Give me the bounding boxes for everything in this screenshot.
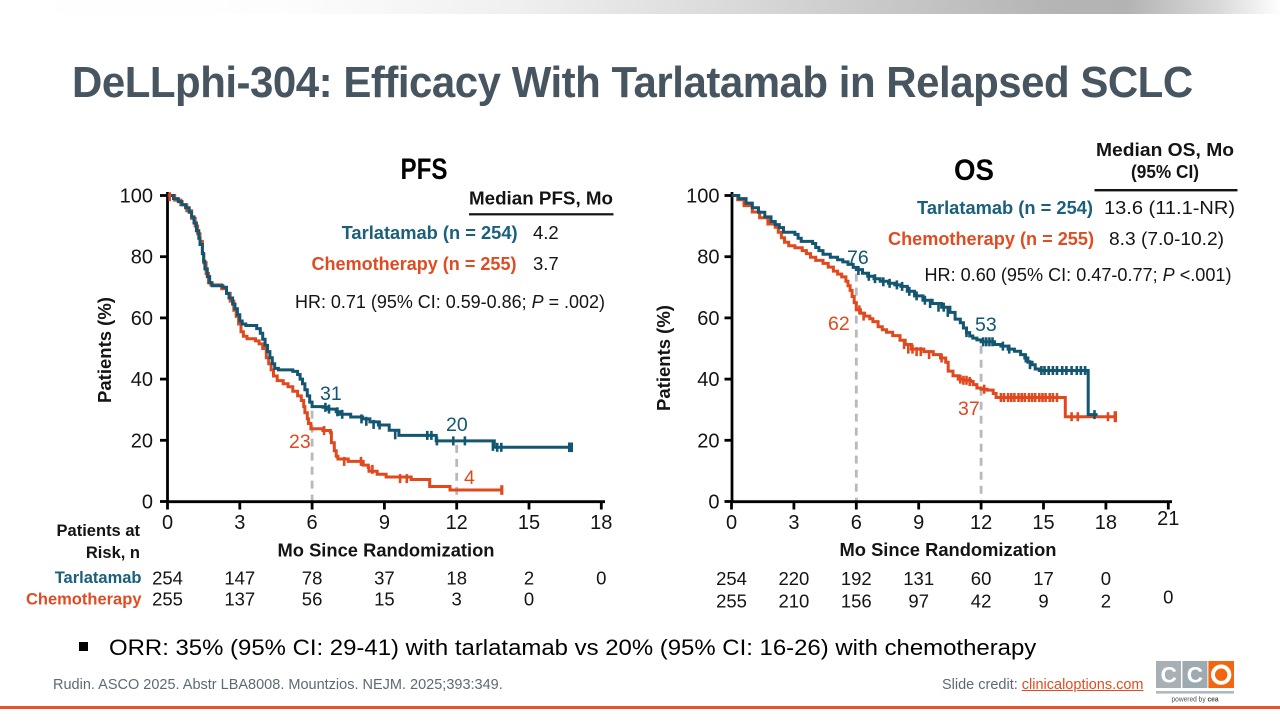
svg-text:18: 18: [446, 568, 467, 589]
svg-text:78: 78: [302, 568, 323, 589]
svg-text:9: 9: [1038, 591, 1048, 612]
svg-text:0: 0: [708, 492, 719, 514]
svg-text:powered by cea: powered by cea: [1172, 695, 1220, 704]
svg-text:60: 60: [697, 308, 719, 330]
svg-text:HR: 0.71 (95% CI: 0.59-0.86; P: HR: 0.71 (95% CI: 0.59-0.86; P = .002): [295, 291, 605, 312]
svg-text:C: C: [1161, 663, 1177, 688]
svg-text:0: 0: [142, 492, 153, 514]
svg-text:40: 40: [697, 369, 719, 391]
svg-text:15: 15: [1032, 512, 1054, 534]
svg-text:2: 2: [1101, 591, 1111, 612]
svg-text:60: 60: [131, 308, 153, 330]
svg-text:9: 9: [913, 512, 924, 534]
svg-text:Median PFS, Mo: Median PFS, Mo: [469, 188, 613, 209]
svg-text:17: 17: [1033, 568, 1054, 589]
svg-text:31: 31: [320, 383, 342, 405]
svg-text:3: 3: [788, 512, 799, 534]
svg-text:0: 0: [596, 568, 606, 589]
svg-text:0: 0: [1163, 587, 1173, 608]
svg-text:220: 220: [778, 568, 809, 589]
svg-text:Tarlatamab (n = 254): Tarlatamab (n = 254): [917, 197, 1093, 218]
svg-text:9: 9: [379, 512, 390, 534]
svg-text:80: 80: [697, 247, 719, 269]
svg-text:Chemotherapy (n = 255): Chemotherapy (n = 255): [312, 253, 517, 274]
svg-text:3: 3: [234, 512, 245, 534]
svg-text:HR: 0.60 (95% CI: 0.47-0.77; P: HR: 0.60 (95% CI: 0.47-0.77; P <.001): [925, 264, 1232, 285]
svg-text:0: 0: [1101, 568, 1111, 589]
svg-text:12: 12: [970, 512, 992, 534]
svg-text:210: 210: [778, 591, 809, 612]
svg-text:18: 18: [1095, 512, 1117, 534]
svg-text:20: 20: [131, 430, 153, 452]
svg-text:255: 255: [716, 591, 747, 612]
svg-text:13.6 (11.1-NR): 13.6 (11.1-NR): [1104, 197, 1235, 218]
svg-text:18: 18: [590, 512, 612, 534]
svg-text:255: 255: [152, 589, 183, 610]
svg-text:Mo Since Randomization: Mo Since Randomization: [840, 539, 1057, 560]
svg-text:20: 20: [697, 430, 719, 452]
svg-text:137: 137: [224, 589, 255, 610]
svg-text:0: 0: [726, 512, 737, 534]
svg-text:Chemotherapy: Chemotherapy: [26, 591, 142, 609]
svg-text:100: 100: [686, 186, 719, 208]
svg-text:Patients at: Patients at: [57, 522, 141, 540]
svg-text:Patients (%): Patients (%): [94, 297, 115, 403]
svg-text:97: 97: [908, 591, 929, 612]
svg-text:4: 4: [464, 467, 475, 489]
svg-text:Risk, n: Risk, n: [86, 544, 140, 562]
svg-text:C: C: [1187, 663, 1203, 688]
svg-text:62: 62: [828, 313, 850, 335]
svg-text:2: 2: [524, 568, 534, 589]
svg-text:Patients (%): Patients (%): [653, 305, 674, 411]
svg-text:56: 56: [302, 589, 323, 610]
svg-text:192: 192: [841, 568, 872, 589]
svg-text:60: 60: [971, 568, 992, 589]
svg-text:PFS: PFS: [401, 153, 448, 186]
svg-text:8.3 (7.0-10.2): 8.3 (7.0-10.2): [1109, 228, 1224, 249]
svg-text:147: 147: [224, 568, 255, 589]
svg-text:21: 21: [1157, 508, 1179, 530]
svg-text:20: 20: [446, 414, 468, 436]
svg-text:3: 3: [452, 589, 462, 610]
svg-text:131: 131: [903, 568, 934, 589]
svg-text:80: 80: [131, 247, 153, 269]
svg-text:Chemotherapy (n = 255): Chemotherapy (n = 255): [888, 228, 1094, 249]
svg-text:254: 254: [152, 568, 183, 589]
svg-text:6: 6: [307, 512, 318, 534]
svg-text:OS: OS: [954, 154, 994, 187]
svg-text:4.2: 4.2: [533, 222, 559, 243]
svg-text:Median OS, Mo: Median OS, Mo: [1096, 139, 1234, 160]
svg-text:42: 42: [971, 591, 992, 612]
svg-text:15: 15: [518, 512, 540, 534]
svg-text:76: 76: [847, 247, 869, 269]
svg-text:6: 6: [851, 512, 862, 534]
svg-text:12: 12: [446, 512, 468, 534]
svg-text:3.7: 3.7: [533, 253, 559, 274]
svg-text:53: 53: [975, 314, 997, 336]
svg-text:Tarlatamab: Tarlatamab: [55, 569, 142, 587]
svg-text:23: 23: [289, 431, 311, 453]
svg-text:40: 40: [131, 369, 153, 391]
svg-text:Tarlatamab (n = 254): Tarlatamab (n = 254): [342, 222, 518, 243]
svg-text:156: 156: [841, 591, 872, 612]
svg-text:0: 0: [524, 589, 534, 610]
svg-text:Mo Since Randomization: Mo Since Randomization: [278, 540, 495, 561]
svg-text:37: 37: [374, 568, 395, 589]
svg-text:254: 254: [716, 568, 747, 589]
svg-text:0: 0: [162, 512, 173, 534]
svg-text:(95% CI): (95% CI): [1131, 161, 1199, 182]
svg-text:100: 100: [120, 186, 153, 208]
svg-text:37: 37: [958, 398, 980, 420]
svg-text:15: 15: [374, 589, 395, 610]
